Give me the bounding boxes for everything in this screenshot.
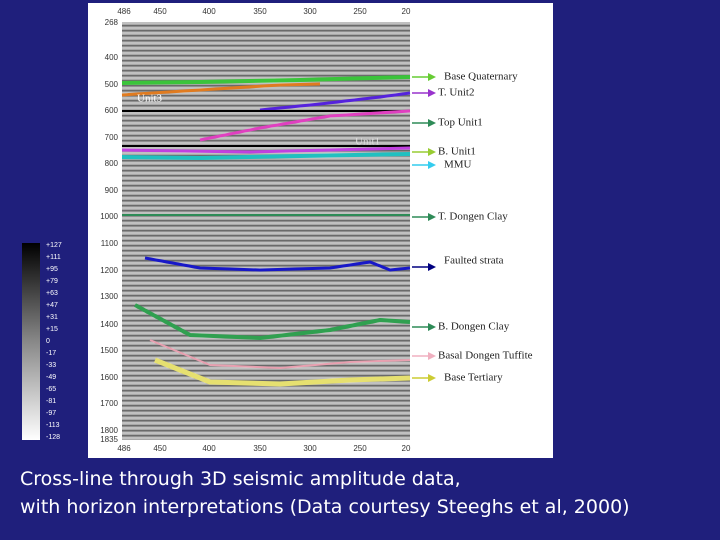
arrow-head	[428, 263, 436, 271]
colorbar-label: -17	[46, 350, 56, 357]
top-tick-label: 300	[303, 7, 317, 16]
colorbar-label: +111	[46, 254, 61, 261]
depth-tick-label: 1100	[101, 239, 119, 248]
colorbar-label: +79	[46, 278, 58, 285]
depth-tick-label: 1300	[100, 292, 118, 301]
colorbar-label: +127	[46, 242, 62, 249]
depth-tick-label: 500	[105, 80, 119, 89]
depth-tick-label: 1000	[100, 212, 118, 221]
arrow-head	[428, 119, 436, 127]
unit-label: Unit3	[137, 93, 163, 105]
depth-tick-label: 1835	[100, 435, 118, 444]
top-tick-label: 250	[353, 7, 367, 16]
depth-tick-label: 268	[105, 18, 119, 27]
arrow-head	[428, 323, 436, 331]
colorbar-label: +63	[46, 290, 58, 297]
arrow-head	[428, 148, 436, 156]
horizon-label: B. Unit1	[438, 146, 476, 158]
depth-tick-label: 1800	[100, 426, 118, 435]
unit-label: Unit1	[355, 136, 380, 148]
colorbar-label: -49	[46, 374, 56, 381]
bottom-tick-label: 400	[202, 444, 216, 453]
depth-tick-label: 1500	[100, 346, 118, 355]
colorbar-label: -128	[46, 434, 60, 441]
arrow-head	[428, 89, 436, 97]
bottom-tick-label: 486	[117, 444, 131, 453]
depth-tick-label: 600	[105, 106, 119, 115]
horizon-lines	[121, 75, 411, 387]
top-tick-label: 20	[402, 7, 411, 16]
colorbar-label: -97	[46, 410, 56, 417]
arrow-head	[428, 161, 436, 169]
colorbar-label: -33	[46, 362, 56, 369]
horizon-label: T. Unit2	[438, 87, 474, 99]
horizon-label: B. Dongen Clay	[438, 321, 510, 333]
top-tick-label: 486	[117, 7, 131, 16]
colorbar	[22, 243, 40, 440]
horizon-label: Base Tertiary	[444, 372, 503, 384]
depth-tick-label: 900	[105, 186, 119, 195]
horizon-label: MMU	[444, 159, 472, 171]
top-tick-label: 400	[202, 7, 216, 16]
depth-tick-label: 1200	[100, 266, 118, 275]
arrow-head	[428, 213, 436, 221]
colorbar-label: 0	[46, 338, 50, 345]
colorbar-label: +15	[46, 326, 58, 333]
depth-tick-label: 1700	[100, 399, 118, 408]
colorbar-label: +95	[46, 266, 58, 273]
horizon-arrows	[412, 73, 436, 382]
caption-line: Cross-line through 3D seismic amplitude …	[20, 468, 461, 490]
arrow-head	[428, 352, 436, 360]
horizon-label: T. Dongen Clay	[438, 211, 508, 223]
colorbar-label: -113	[46, 422, 60, 429]
top-tick-label: 350	[253, 7, 267, 16]
caption-line: with horizon interpretations (Data court…	[20, 496, 630, 518]
arrow-head	[428, 374, 436, 382]
colorbar-label: +47	[46, 302, 58, 309]
horizon-label: Faulted strata	[444, 255, 504, 267]
depth-tick-label: 400	[105, 53, 119, 62]
bottom-tick-label: 450	[153, 444, 167, 453]
depth-tick-label: 800	[105, 159, 119, 168]
top-tick-label: 450	[153, 7, 167, 16]
horizon-label: Base Quaternary	[444, 71, 518, 83]
depth-tick-label: 700	[105, 133, 119, 142]
horizon-label: Top Unit1	[438, 117, 483, 129]
bottom-tick-label: 350	[253, 444, 267, 453]
colorbar-label: -81	[46, 398, 56, 405]
horizon-label: Basal Dongen Tuffite	[438, 350, 533, 362]
arrow-head	[428, 73, 436, 81]
colorbar-label: +31	[46, 314, 58, 321]
bottom-tick-label: 300	[303, 444, 317, 453]
bottom-tick-label: 20	[402, 444, 411, 453]
colorbar-label: -65	[46, 386, 56, 393]
depth-tick-label: 1600	[100, 373, 118, 382]
depth-tick-label: 1400	[100, 320, 118, 329]
bottom-tick-label: 250	[353, 444, 367, 453]
